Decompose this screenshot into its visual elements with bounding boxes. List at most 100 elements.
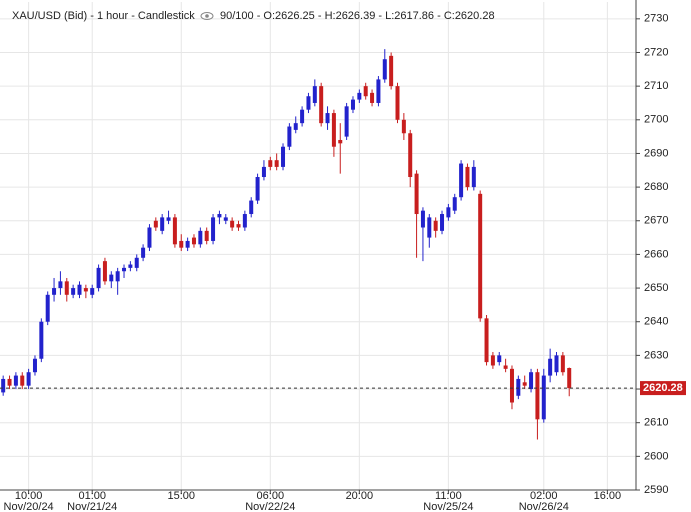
candle-body <box>503 365 508 369</box>
candle-body <box>102 261 107 282</box>
candles <box>1 49 572 440</box>
candle-body <box>7 378 12 386</box>
candle-body <box>179 240 184 248</box>
candle-body <box>147 227 152 248</box>
candle-body <box>39 321 44 359</box>
candle-body <box>134 257 139 268</box>
candle-body <box>446 207 451 218</box>
candle-body <box>465 166 470 188</box>
candle-body <box>191 237 196 245</box>
candle-body <box>350 99 355 110</box>
candle-body <box>452 197 457 211</box>
candle-body <box>242 214 247 228</box>
candle-body <box>77 284 82 295</box>
chart-title: XAU/USD (Bid) - 1 hour - Candlestick <box>12 10 195 22</box>
candle-body <box>141 247 146 258</box>
y-tick-label: 2650 <box>644 282 668 294</box>
candle-body <box>471 166 476 188</box>
candle-body <box>1 378 6 393</box>
candle-body <box>382 59 387 80</box>
candle-body <box>401 119 406 134</box>
candle-body <box>128 264 133 268</box>
x-tick-label: 01:00 <box>78 490 106 502</box>
candle-body <box>204 230 209 241</box>
candle-body <box>325 113 330 124</box>
candle-body <box>153 220 158 228</box>
x-tick-label: 20:00 <box>346 490 374 502</box>
y-tick-label: 2630 <box>644 349 668 361</box>
candle-body <box>548 358 553 376</box>
candle-body <box>281 146 286 167</box>
candle-body <box>122 267 127 272</box>
candle-body <box>484 318 489 363</box>
candle-body <box>268 160 273 167</box>
y-tick-label: 2600 <box>644 450 668 462</box>
y-tick-label: 2610 <box>644 417 668 429</box>
candle-body <box>172 217 177 245</box>
eye-icon[interactable] <box>200 12 214 20</box>
candle-body <box>198 230 203 245</box>
x-tick-label: 02:00 <box>530 490 558 502</box>
candle-body <box>96 267 101 289</box>
candle-body <box>83 288 88 292</box>
candle-body <box>560 355 565 373</box>
candle-body <box>427 217 432 238</box>
candle-body <box>115 271 120 282</box>
candle-body <box>509 368 514 403</box>
candle-body <box>529 372 534 390</box>
candle-body <box>26 372 31 386</box>
x-tick-date: Nov/21/24 <box>67 501 117 512</box>
y-tick-label: 2640 <box>644 316 668 328</box>
last-price-label: 2620.28 <box>643 382 683 394</box>
candle-body <box>376 79 381 103</box>
candle-body <box>109 274 114 282</box>
candle-body <box>535 372 540 420</box>
candle-body <box>395 86 400 120</box>
x-tick-date: Nov/20/24 <box>4 501 54 512</box>
ohlc-info: 90/100 - O:2626.25 - H:2626.39 - L:2617.… <box>220 10 495 22</box>
candle-body <box>554 355 559 373</box>
candle-body <box>440 214 445 231</box>
candle-body <box>414 173 419 215</box>
candle-body <box>185 240 190 248</box>
candle-body <box>274 160 279 167</box>
candle-body <box>261 166 266 178</box>
candle-body <box>567 368 572 389</box>
candle-body <box>478 193 483 319</box>
candle-body <box>420 210 425 228</box>
candle-body <box>363 86 368 97</box>
candle-body <box>516 378 521 396</box>
y-tick-label: 2670 <box>644 215 668 227</box>
y-tick-label: 2660 <box>644 248 668 260</box>
candle-body <box>433 220 438 231</box>
y-tick-label: 2590 <box>644 484 668 496</box>
candle-body <box>490 355 495 366</box>
candle-body <box>344 106 349 137</box>
candle-body <box>312 86 317 103</box>
candle-body <box>357 92 362 100</box>
y-tick-label: 2730 <box>644 13 668 25</box>
x-tick-label: 15:00 <box>167 490 195 502</box>
x-tick-label: 06:00 <box>257 490 285 502</box>
candle-body <box>166 217 171 221</box>
candle-body <box>370 92 375 103</box>
candle-body <box>64 281 69 295</box>
candle-body <box>223 217 228 221</box>
candle-body <box>522 382 527 386</box>
candle-body <box>160 217 165 231</box>
candle-body <box>331 113 336 147</box>
candle-body <box>541 375 546 420</box>
last-price-box <box>640 381 686 396</box>
y-tick-label: 2700 <box>644 114 668 126</box>
candle-body <box>217 214 222 218</box>
y-tick-label: 2710 <box>644 80 668 92</box>
candle-body <box>236 224 241 228</box>
y-tick-label: 2720 <box>644 46 668 58</box>
candle-body <box>293 123 298 130</box>
candle-body <box>459 163 464 198</box>
candle-body <box>287 126 292 147</box>
candle-body <box>408 133 413 178</box>
candle-body <box>58 281 63 289</box>
y-tick-label: 2680 <box>644 181 668 193</box>
